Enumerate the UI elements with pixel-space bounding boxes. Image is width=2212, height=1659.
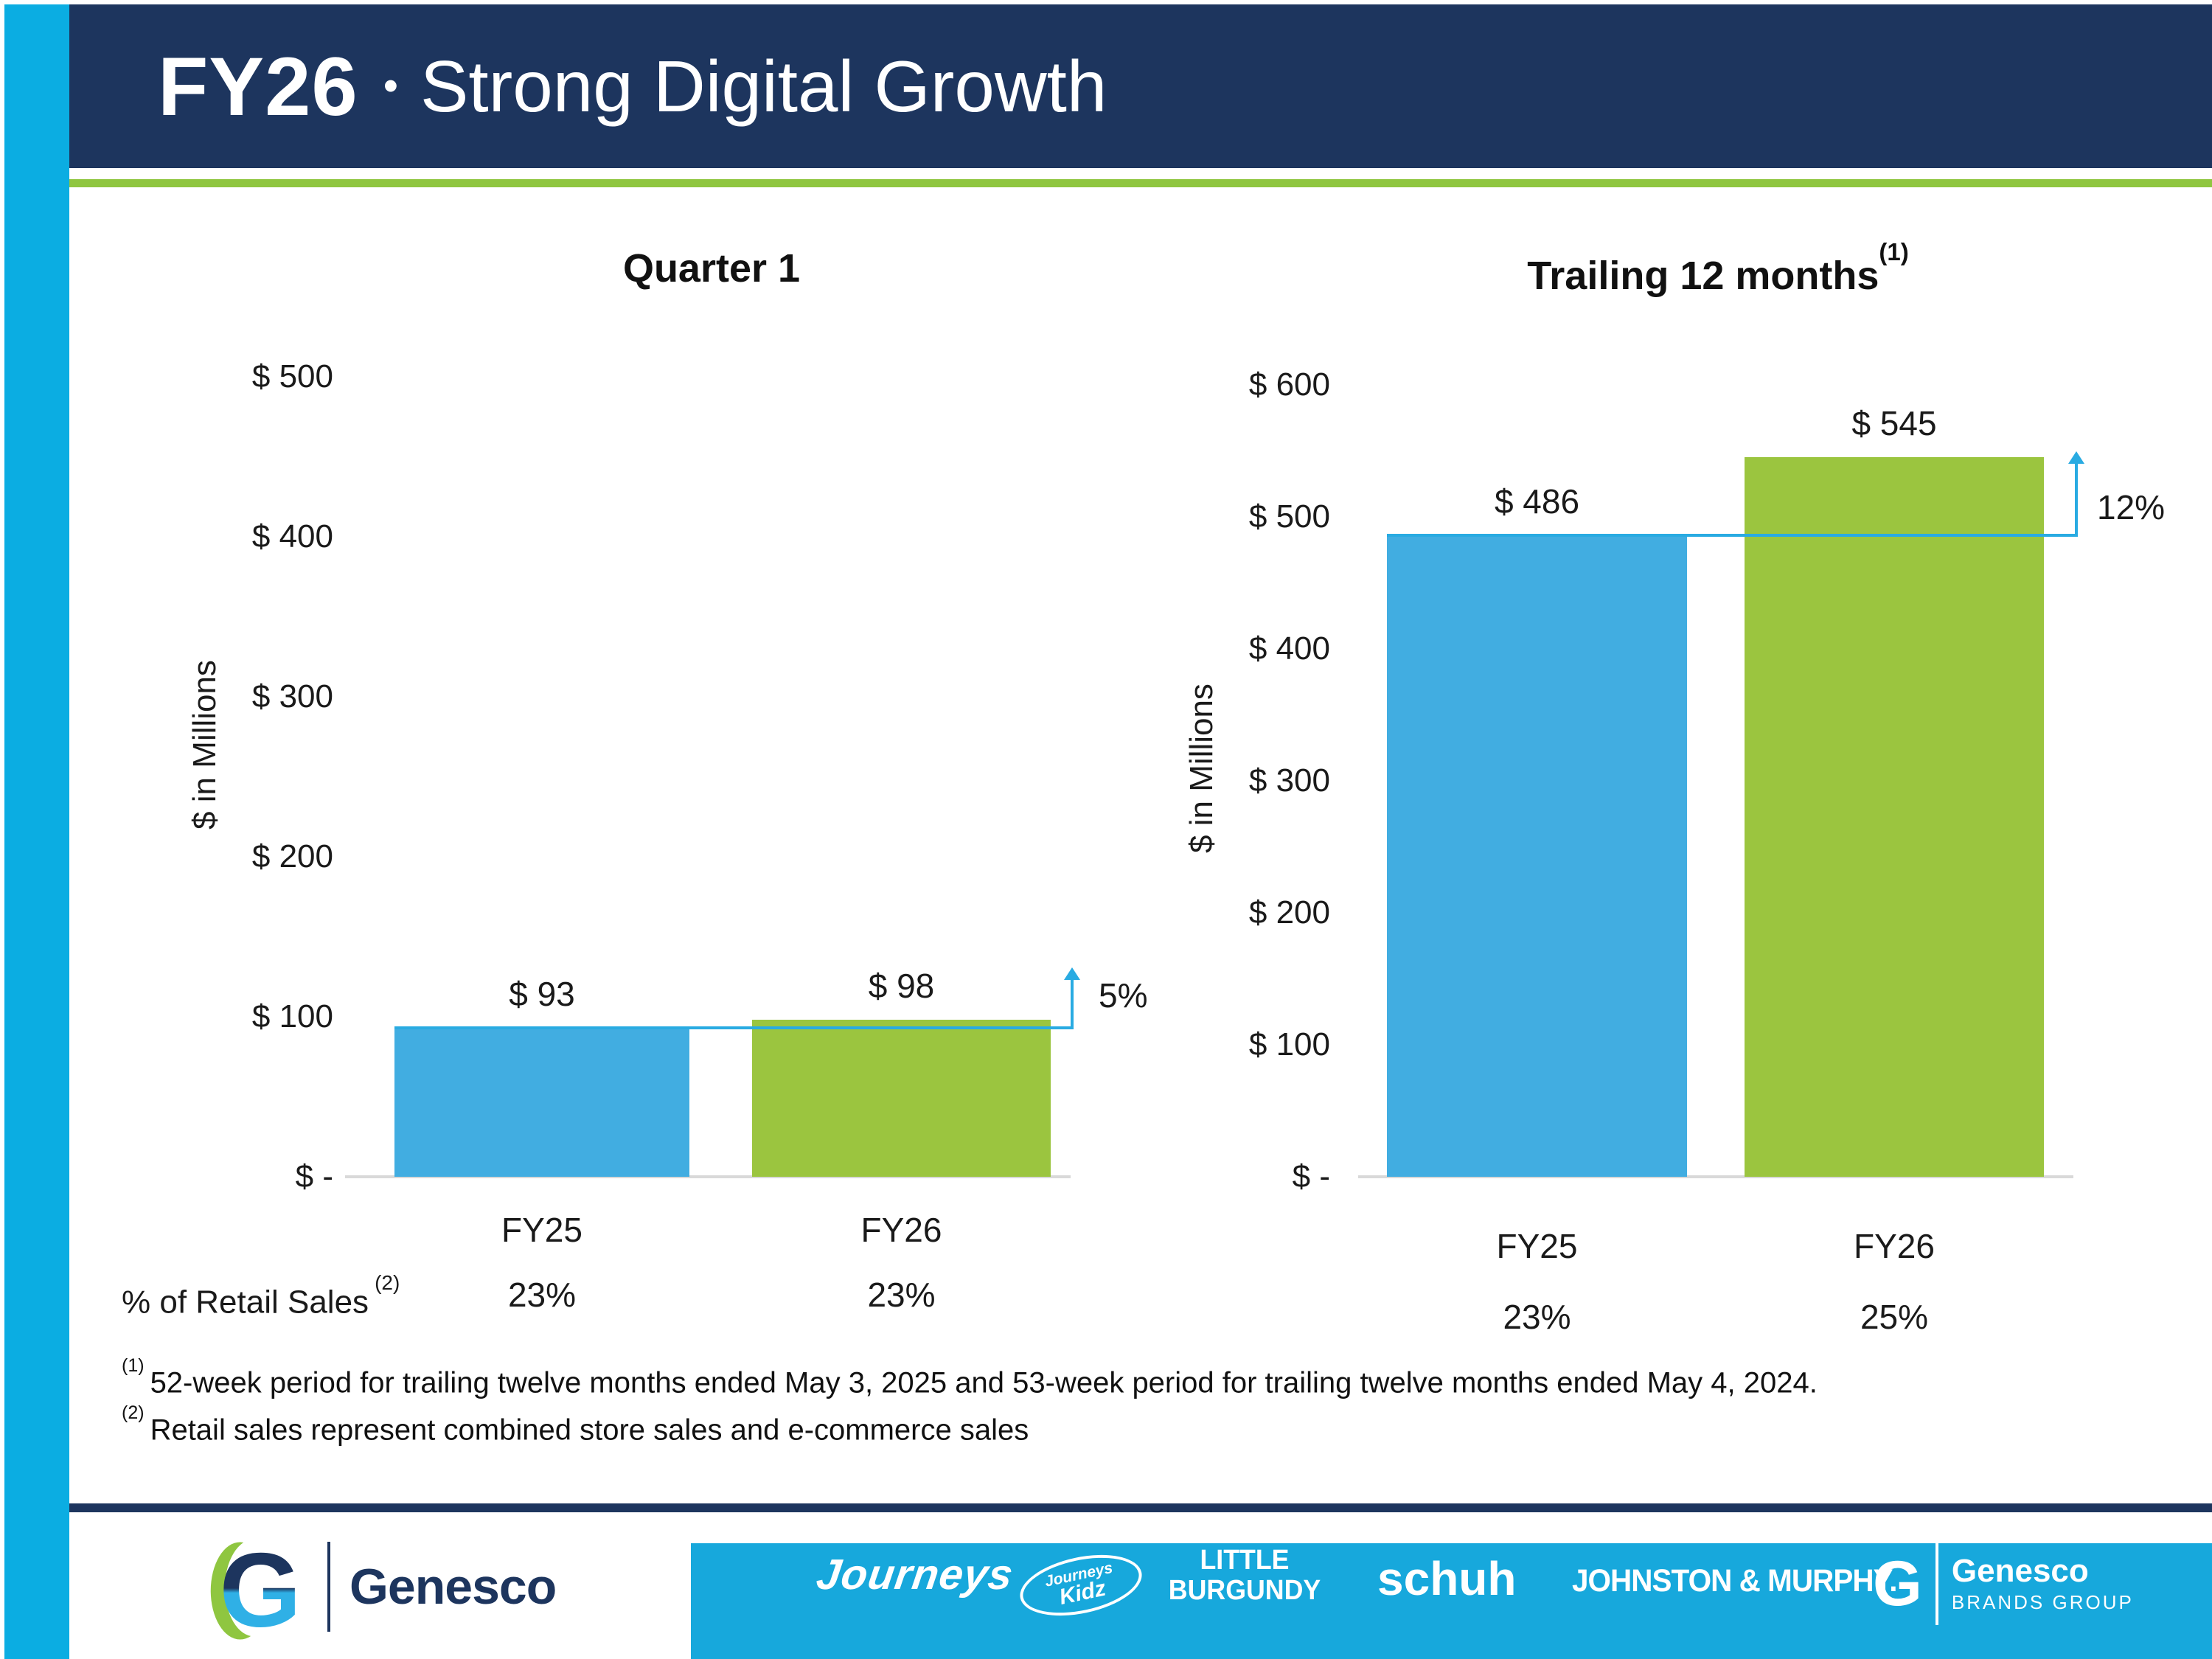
pct-of-retail-sales-label-text: % of Retail Sales [122,1284,369,1321]
brands-group-g-mark: G [1873,1548,1922,1619]
genesco-logo-divider [327,1542,330,1632]
growth-pct-label: 5% [1099,976,1148,1015]
y-axis-tick-label: $ 200 [251,838,333,874]
category-label: FY26 [860,1211,942,1249]
little-burgundy-line2: BURGUNDY [1168,1575,1321,1606]
footnote-2-text: Retail sales represent combined store sa… [150,1413,1029,1447]
slide-header: FY26 • Strong Digital Growth [69,4,2212,168]
y-axis-tick-label: $ - [1292,1158,1330,1194]
growth-arrow-stem [1071,977,1074,1030]
y-axis-tick-label: $ 400 [1248,630,1330,667]
chart-title-text: Trailing 12 months [1527,254,1879,298]
bar-fy25 [1387,535,1687,1177]
growth-arrow-head-icon [1064,967,1080,980]
growth-pct-label: 12% [2097,488,2166,526]
y-axis-tick-label: $ 400 [251,518,333,554]
x-axis-line [1358,1175,2073,1178]
brands-group-divider [1935,1543,1938,1625]
y-axis-tick-label: $ 100 [1248,1026,1330,1062]
y-axis-tick-label: $ - [295,1158,333,1194]
journeys-logo: Journeys [813,1551,1017,1599]
brands-group-subtitle: BRANDS GROUP [1951,1591,2134,1613]
bar-fy26 [1745,457,2044,1177]
genesco-wordmark: Genesco [349,1559,557,1615]
category-label: FY26 [1854,1227,1935,1265]
chart-title-trailing-12-months: Trailing 12 months(1) [1423,238,2013,301]
genesco-logo: G Genesco [206,1528,557,1646]
footer-divider-rule [69,1503,2212,1512]
growth-reference-line [394,1026,1072,1030]
y-axis-tick-label: $ 200 [1248,894,1330,931]
pct-of-retail-value: 23% [507,1276,577,1314]
pct-of-retail-sales-superscript: (2) [375,1271,400,1294]
genesco-brands-group-logo: G Genesco BRANDS GROUP [1873,1543,2134,1625]
bar-fy25 [394,1028,689,1177]
schuh-logo: schuh [1377,1552,1517,1605]
little-burgundy-logo: LITTLE BURGUNDY [1164,1545,1325,1606]
svg-text:G: G [220,1532,302,1644]
category-label: FY25 [501,1211,582,1249]
header-separator-dot: • [383,62,399,110]
chart-title-superscript: (1) [1879,238,1909,265]
growth-arrow-stem [2075,461,2078,538]
little-burgundy-line1: LITTLE [1200,1545,1290,1576]
bar-fy26 [752,1020,1051,1177]
y-axis-tick-label: $ 600 [1248,366,1330,403]
y-axis-tick-label: $ 500 [1248,498,1330,535]
bar-value-label: $ 93 [509,975,575,1014]
header-fiscal-year: FY26 [158,40,358,133]
footnote-2-marker: (2) [122,1402,145,1423]
johnston-murphy-logo: JOHNSTON & MURPHY. [1572,1563,1897,1599]
chart-title-text: Quarter 1 [622,246,801,291]
bar-value-label: $ 545 [1851,404,1937,443]
pct-of-retail-sales-row-label: % of Retail Sales (2) [122,1271,400,1324]
bar-value-label: $ 486 [1494,482,1580,521]
pct-of-retail-value: 23% [1503,1298,1571,1336]
pct-of-retail-value: 23% [867,1276,936,1314]
category-label: FY25 [1496,1227,1578,1265]
footnote-2: (2)Retail sales represent combined store… [122,1402,1029,1450]
growth-arrow-head-icon [2068,451,2084,464]
y-axis-tick-label: $ 100 [251,998,333,1034]
y-axis-tick-label: $ 300 [1248,762,1330,799]
growth-reference-line [1387,534,2076,538]
chart-title-quarter-1: Quarter 1 [417,234,1006,293]
footnote-1: (1)52-week period for trailing twelve mo… [122,1355,1818,1403]
left-accent-stripe [4,4,69,1659]
header-green-rule [69,179,2212,187]
genesco-g-mark-icon: G [210,1532,302,1644]
y-axis-tick-label: $ 500 [251,358,333,394]
y-axis-tick-label: $ 300 [251,678,333,714]
footnote-1-marker: (1) [122,1355,145,1376]
brands-group-name: Genesco [1951,1553,2089,1589]
footnote-1-text: 52-week period for trailing twelve month… [150,1366,1818,1399]
footer-brand-band [691,1543,2212,1659]
x-axis-line [345,1175,1071,1178]
bar-value-label: $ 98 [868,967,935,1006]
pct-of-retail-value: 25% [1860,1298,1929,1336]
header-title: Strong Digital Growth [420,45,1107,127]
